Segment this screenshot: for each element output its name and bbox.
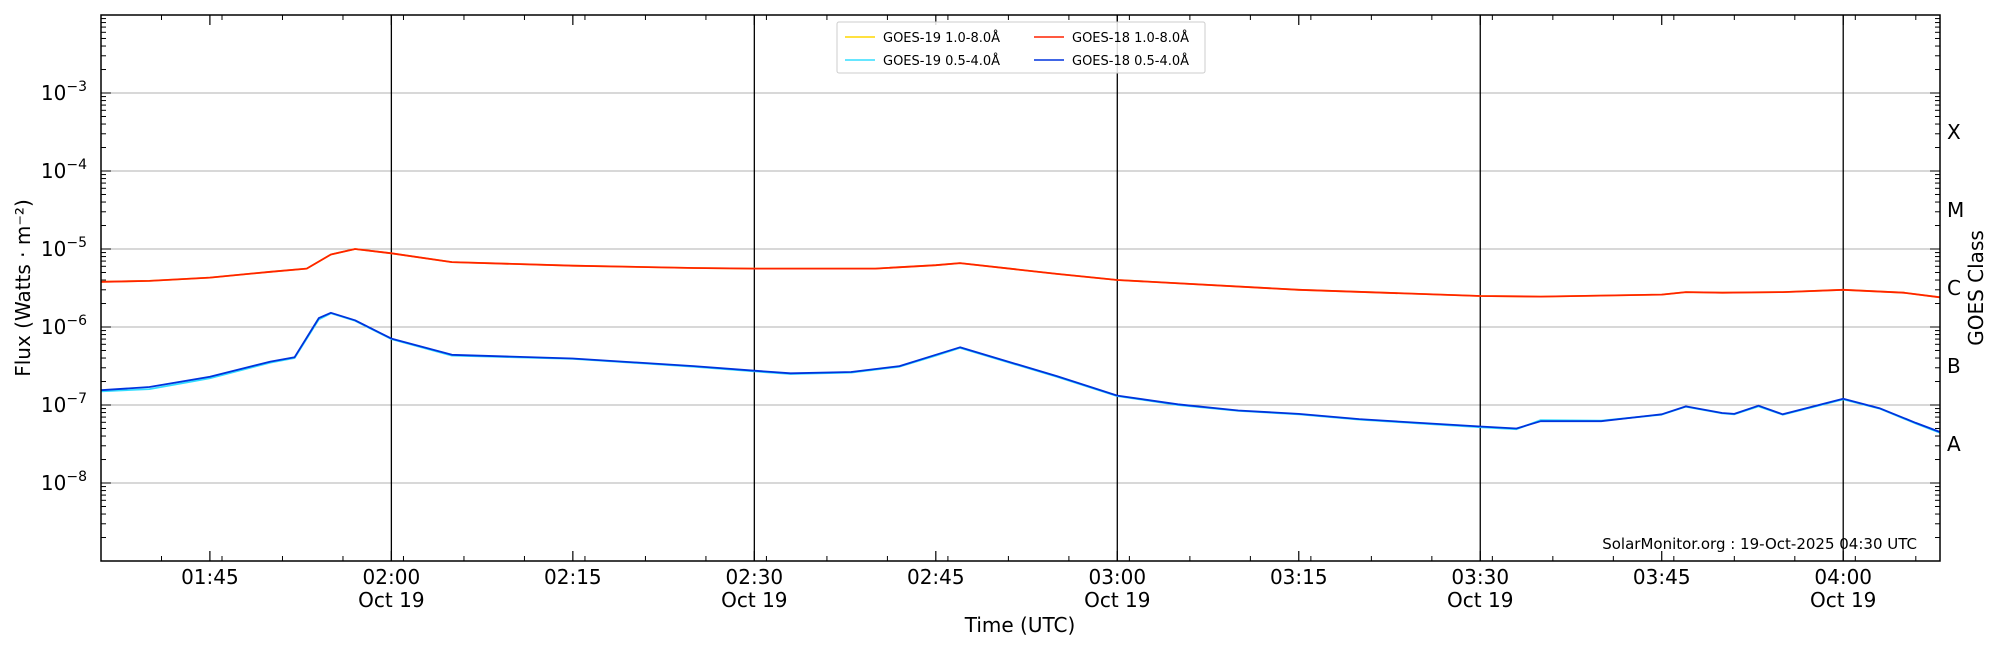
legend-label: GOES-19 1.0-8.0Å — [883, 30, 1000, 46]
goes-class-label: M — [1947, 198, 1964, 222]
series-line — [100, 248, 1941, 299]
legend-label: GOES-18 0.5-4.0Å — [1072, 53, 1189, 69]
goes-class-label: B — [1947, 354, 1961, 378]
x-tick-label: 03:15 — [1270, 565, 1328, 589]
x-tick-label: 02:00 — [363, 565, 421, 589]
goes-class-label: X — [1947, 120, 1961, 144]
x-tick-label: 02:30 — [726, 565, 784, 589]
x-tick-label: 02:15 — [544, 565, 602, 589]
grid-layer — [101, 92, 1940, 484]
goes-class-label: C — [1947, 276, 1961, 300]
legend: GOES-19 1.0-8.0Å GOES-19 0.5-4.0Å GOES-18 … — [836, 21, 1206, 74]
x-tick-label: 04:00 — [1814, 565, 1872, 589]
x-tick-label: 01:45 — [181, 565, 239, 589]
x-tick-label: 03:30 — [1451, 565, 1509, 589]
y-tick-label: 10−5 — [41, 235, 87, 261]
tick-layer — [100, 15, 1940, 562]
x-tick-sublabel: Oct 19 — [358, 588, 424, 612]
legend-label: GOES-18 1.0-8.0Å — [1072, 30, 1189, 46]
plot-frame — [100, 14, 1941, 562]
x-tick-label: 03:45 — [1633, 565, 1691, 589]
legend-box — [836, 21, 1206, 74]
legend-items: GOES-19 1.0-8.0Å GOES-19 0.5-4.0Å GOES-18 … — [845, 30, 1189, 69]
day-lines — [390, 15, 1844, 561]
goes-class-label: A — [1947, 432, 1961, 456]
x-tick-sublabel: Oct 19 — [1084, 588, 1150, 612]
series-layer — [100, 248, 1941, 434]
y-tick-labels: 10−3 10−4 10−5 10−6 10−7 10−8 — [41, 79, 87, 495]
credit-text: SolarMonitor.org : 19-Oct-2025 04:30 UTC — [1602, 535, 1917, 553]
x-tick-label: 03:00 — [1088, 565, 1146, 589]
y-tick-label: 10−8 — [41, 469, 87, 495]
y-tick-label: 10−6 — [41, 313, 87, 339]
x-tick-sublabel: Oct 19 — [721, 588, 787, 612]
y-tick-label: 10−3 — [41, 79, 87, 105]
x-tick-label: 02:45 — [907, 565, 965, 589]
y-tick-label: 10−7 — [41, 391, 87, 417]
series-line — [100, 311, 1941, 433]
series-line — [100, 248, 1941, 299]
legend-label: GOES-19 0.5-4.0Å — [883, 53, 1000, 69]
x-tick-sublabel: Oct 19 — [1810, 588, 1876, 612]
y-tick-label: 10−4 — [41, 157, 87, 183]
x-tick-sublabel: Oct 19 — [1447, 588, 1513, 612]
x-axis-label: Time (UTC) — [964, 613, 1076, 637]
goes-class-labels: X M C B A — [1947, 120, 1964, 456]
y-axis-label: Flux (Watts · m⁻²) — [11, 199, 35, 377]
right-axis-label: GOES Class — [1964, 230, 1988, 346]
